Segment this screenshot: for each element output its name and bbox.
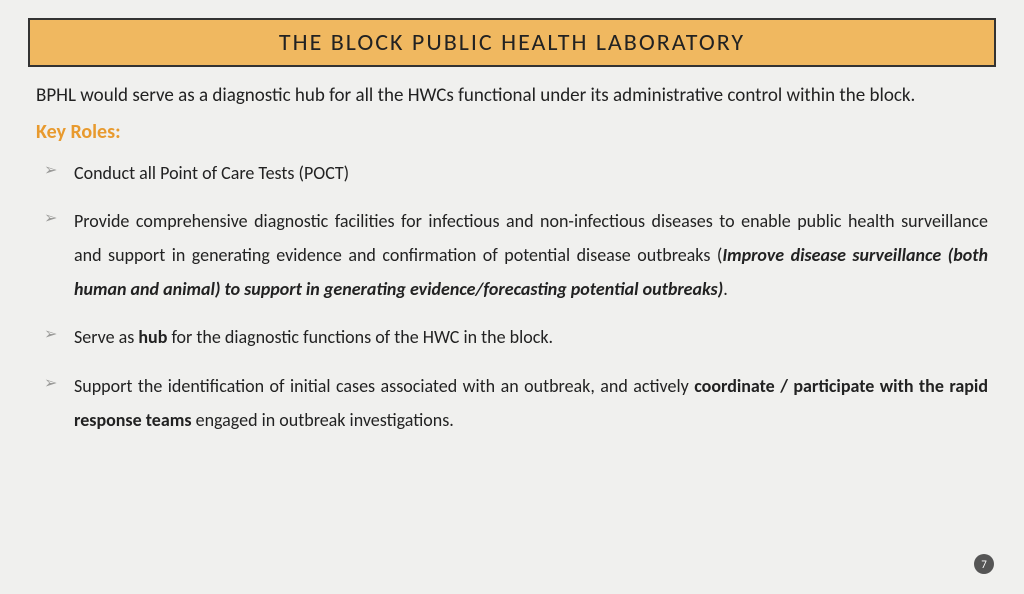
key-roles-heading: Key Roles: [36,120,988,144]
intro-text: BPHL would serve as a diagnostic hub for… [36,83,988,110]
list-item: Serve as hub for the diagnostic function… [44,320,988,354]
content-area: BPHL would serve as a diagnostic hub for… [0,67,1024,437]
title-bar: THE BLOCK PUBLIC HEALTH LABORATORY [28,18,996,67]
list-item: Provide comprehensive diagnostic facilit… [44,204,988,307]
page-title: THE BLOCK PUBLIC HEALTH LABORATORY [30,28,994,57]
role-text: engaged in outbreak investigations. [192,409,454,431]
roles-list: Conduct all Point of Care Tests (POCT) P… [36,156,988,437]
list-item: Support the identification of initial ca… [44,369,988,437]
role-text: . [723,278,728,300]
page-number: 7 [981,558,987,571]
list-item: Conduct all Point of Care Tests (POCT) [44,156,988,190]
role-text: Serve as [74,326,138,348]
role-text: Support the identification of initial ca… [74,375,694,397]
role-emphasis: hub [138,326,167,348]
role-text: for the diagnostic functions of the HWC … [167,326,553,348]
role-text: Conduct all Point of Care Tests (POCT) [74,162,349,184]
page-number-badge: 7 [974,554,994,574]
